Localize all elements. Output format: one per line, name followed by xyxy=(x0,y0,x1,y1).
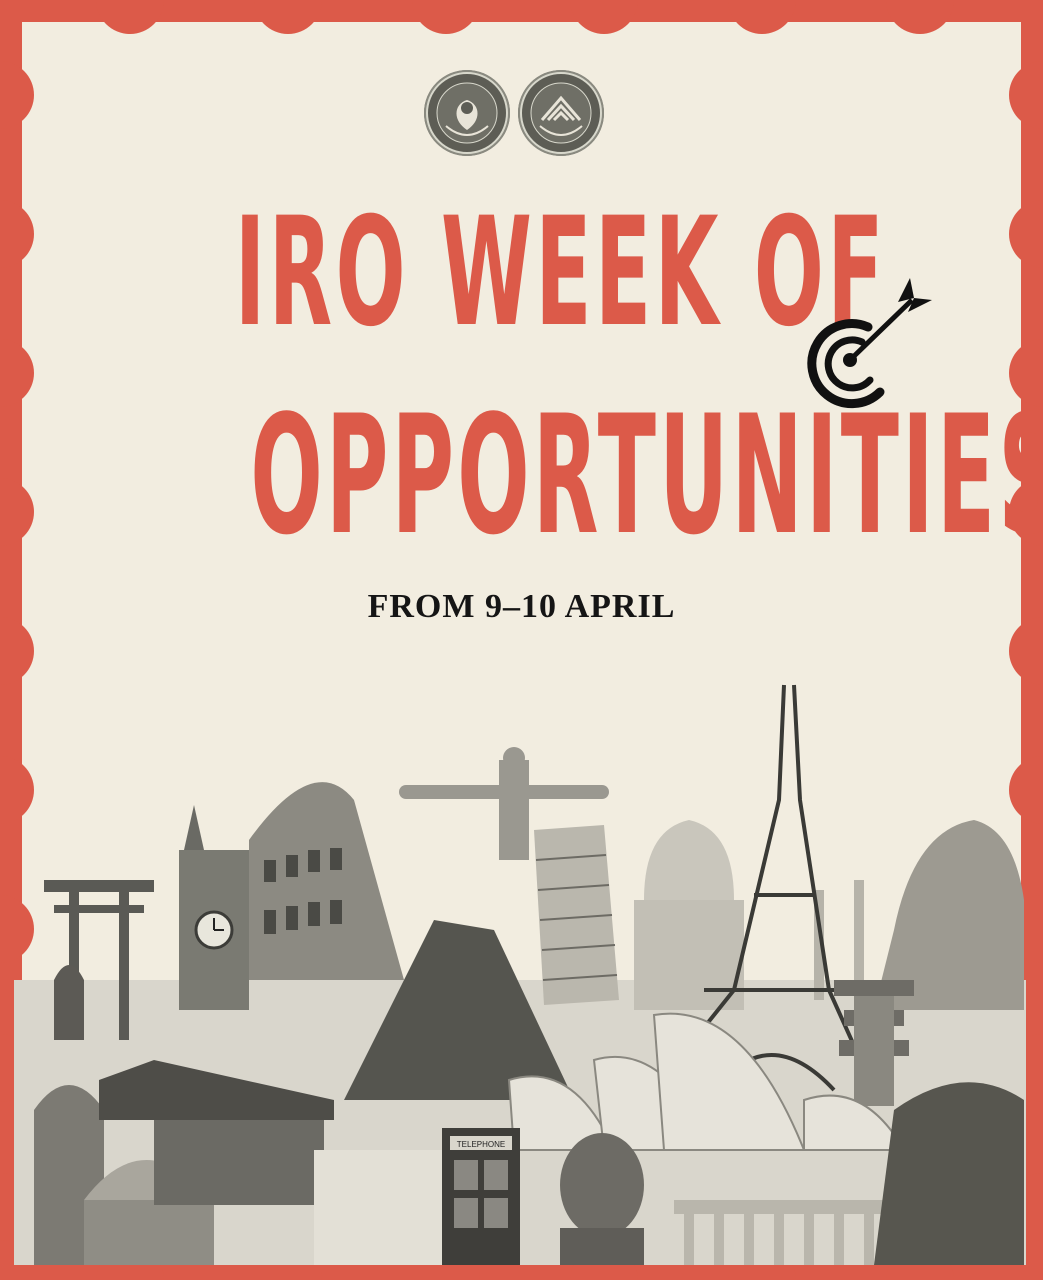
leaning-tower-of-pisa xyxy=(534,825,619,1005)
sydney-opera-house xyxy=(507,1012,906,1151)
dartboard-target-icon xyxy=(807,278,932,409)
event-dates: FROM 9–10 APRIL xyxy=(367,588,676,625)
title-line-2: OPPORTUNITIES xyxy=(250,380,1043,571)
christ-the-redeemer xyxy=(399,747,609,860)
rock-formation xyxy=(874,1082,1024,1265)
mountain-peak xyxy=(344,920,574,1100)
world-landmarks-collage: TELEPHONE xyxy=(14,684,1026,1265)
white-building xyxy=(314,1150,444,1265)
pagoda xyxy=(834,980,914,1106)
torii-gate xyxy=(44,880,154,1040)
student-government-logo: STUDENT GOVERNMENT xyxy=(518,70,604,156)
phone-booth-sign: TELEPHONE xyxy=(457,1140,505,1149)
arrow-icon xyxy=(848,278,932,362)
buddha-statue xyxy=(560,1133,644,1265)
sphinx xyxy=(874,820,1024,1010)
parthenon xyxy=(674,1200,894,1265)
big-ben xyxy=(179,805,249,1010)
chinese-temple xyxy=(99,1060,334,1205)
colosseum xyxy=(249,782,404,980)
stone-dome xyxy=(84,1160,214,1265)
telephone-booth: TELEPHONE xyxy=(442,1128,520,1265)
title-line-1: IRO WEEK OF xyxy=(234,186,887,360)
external-affairs-logo: EXTERNAL AFFAIRS xyxy=(424,70,510,156)
